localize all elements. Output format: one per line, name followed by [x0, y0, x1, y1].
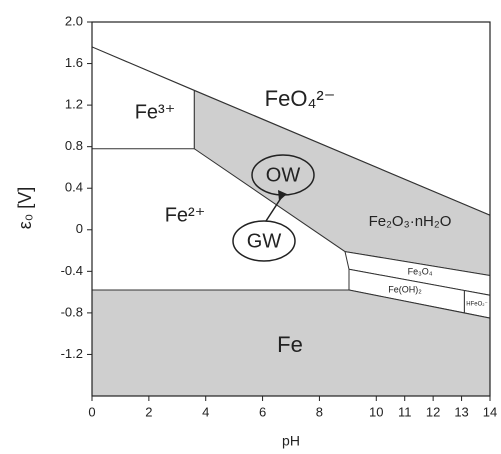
region-label: Fe³⁺	[135, 101, 176, 123]
region-label: HFeO₂⁻	[466, 302, 488, 308]
annotation: OW	[266, 164, 301, 186]
region-label: Fe(OH)₂	[388, 284, 422, 294]
y-axis-label: ε₀ [V]	[15, 187, 35, 230]
region-label: Fe₂O₃·nH₂O	[369, 213, 452, 230]
y-tick-label: 0.8	[65, 138, 83, 153]
x-axis-label: pH	[282, 433, 300, 449]
y-tick-label: 0	[76, 221, 83, 236]
y-tick-label: 0.4	[65, 180, 83, 195]
y-tick-label: -0.4	[61, 263, 83, 278]
region-label: Fe²⁺	[165, 204, 206, 226]
x-tick-label: 12	[426, 404, 440, 419]
plot-frame	[91, 21, 491, 397]
x-tick-label: 0	[88, 404, 95, 419]
arrow-head	[278, 190, 287, 201]
x-tick-label: 14	[483, 404, 497, 419]
y-tick-label: 2.0	[65, 13, 83, 28]
regions	[91, 21, 491, 397]
region-label: Fe₃O₄	[408, 266, 433, 276]
annotation: GW	[247, 230, 282, 252]
region-label: Fe	[277, 332, 303, 357]
gw-ellipse	[232, 220, 296, 262]
y-tick-label: -0.8	[61, 304, 83, 319]
x-tick-label: 6	[259, 404, 266, 419]
x-tick-label: 4	[202, 404, 209, 419]
arrow-line	[265, 197, 282, 222]
x-tick-label: 2	[145, 404, 152, 419]
y-tick-label: 1.2	[65, 97, 83, 112]
y-tick-label: -1.2	[61, 346, 83, 361]
x-tick-label: 11	[398, 404, 412, 419]
x-tick-label: 8	[316, 404, 323, 419]
region-label: FeO₄²⁻	[265, 86, 336, 111]
x-tick-label: 13	[454, 404, 468, 419]
y-tick-label: 1.6	[65, 55, 83, 70]
x-tick-label: 10	[369, 404, 383, 419]
